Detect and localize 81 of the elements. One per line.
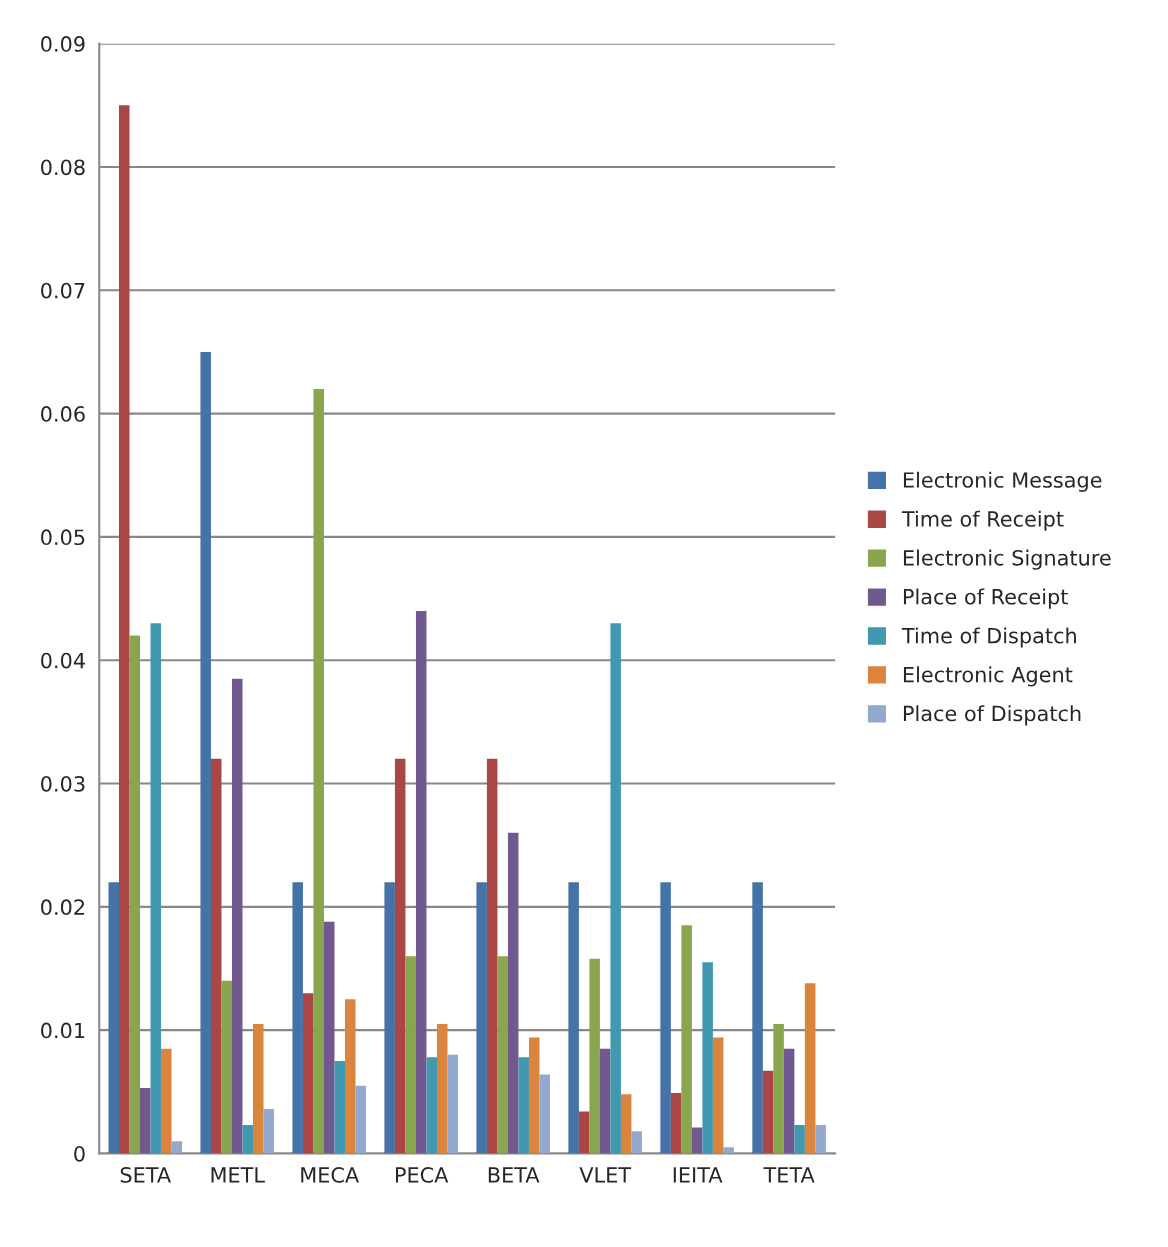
bar [486, 758, 498, 1154]
bar [631, 1131, 642, 1154]
y-tick-label: 0 [74, 1145, 85, 1162]
legend-label: Electronic Message [903, 471, 1102, 492]
bar [599, 1048, 611, 1154]
x-tick-label: MECA [301, 1167, 360, 1183]
bar [518, 1057, 529, 1154]
bar [355, 1085, 367, 1154]
legend-label: Time of Receipt [901, 510, 1064, 531]
bar [345, 999, 356, 1154]
bar [712, 1037, 724, 1154]
bar [783, 1048, 795, 1154]
bar [794, 1125, 805, 1154]
bar [804, 983, 816, 1154]
bar [253, 1023, 264, 1154]
bar [415, 610, 427, 1154]
x-tick-label: TETA [763, 1167, 815, 1183]
y-tick-label: 0.09 [41, 36, 85, 52]
bar [118, 105, 130, 1154]
bar [200, 351, 211, 1154]
bar [426, 1057, 437, 1154]
legend-label: Time of Dispatch [901, 627, 1076, 648]
legend-label: Place of Dispatch [903, 705, 1081, 726]
bar [752, 882, 763, 1154]
x-tick-label: VLET [579, 1167, 632, 1183]
legend-label: Electronic Signature [903, 549, 1111, 570]
bar [161, 1048, 172, 1154]
y-tick-label: 0.01 [41, 1022, 85, 1039]
bar [815, 1125, 826, 1154]
bar [660, 882, 671, 1154]
bar [436, 1023, 448, 1154]
y-tick-label: 0.08 [41, 159, 85, 176]
x-tick-label: SETA [120, 1167, 171, 1183]
bar [292, 882, 303, 1154]
bar [539, 1074, 550, 1154]
bar [323, 921, 335, 1154]
bar [313, 388, 324, 1154]
y-tick-label: 0.04 [41, 652, 85, 669]
bar [140, 1088, 151, 1154]
bar [723, 1147, 734, 1154]
bar [691, 1127, 703, 1154]
bar [620, 1094, 632, 1154]
x-tick-label: PECA [395, 1167, 449, 1183]
bar [394, 758, 406, 1154]
bar [171, 1141, 183, 1154]
bar [302, 993, 314, 1154]
bar [497, 956, 508, 1154]
bar [108, 882, 119, 1154]
x-tick-label: METL [211, 1167, 265, 1183]
bar [150, 623, 162, 1154]
bar [476, 882, 487, 1154]
bar [334, 1060, 345, 1154]
y-tick-label: 0.02 [41, 899, 84, 916]
legend-label: Electronic Agent [903, 666, 1073, 687]
bar [773, 1023, 784, 1154]
bar [610, 623, 621, 1154]
bar [384, 882, 395, 1154]
bar [528, 1037, 540, 1154]
bar [681, 925, 692, 1154]
x-tick-label: IEITA [673, 1167, 723, 1183]
bar [129, 635, 141, 1154]
bar [702, 962, 713, 1154]
bar [568, 882, 579, 1154]
bar [578, 1111, 590, 1154]
bar [405, 956, 416, 1154]
bar [670, 1093, 682, 1154]
bar [210, 758, 222, 1154]
legend-label: Place of Receipt [903, 588, 1068, 609]
bar [507, 832, 519, 1154]
bar [447, 1054, 458, 1154]
bar [263, 1109, 275, 1154]
y-tick-label: 0.05 [41, 529, 85, 546]
bar [231, 678, 243, 1154]
bar [762, 1070, 774, 1154]
bar [221, 980, 232, 1154]
bar [242, 1125, 254, 1154]
y-tick-label: 0.07 [41, 282, 85, 299]
y-tick-label: 0.06 [41, 406, 85, 422]
x-tick-label: BETA [488, 1167, 540, 1183]
bar [589, 958, 600, 1154]
y-tick-label: 0.03 [41, 775, 85, 792]
